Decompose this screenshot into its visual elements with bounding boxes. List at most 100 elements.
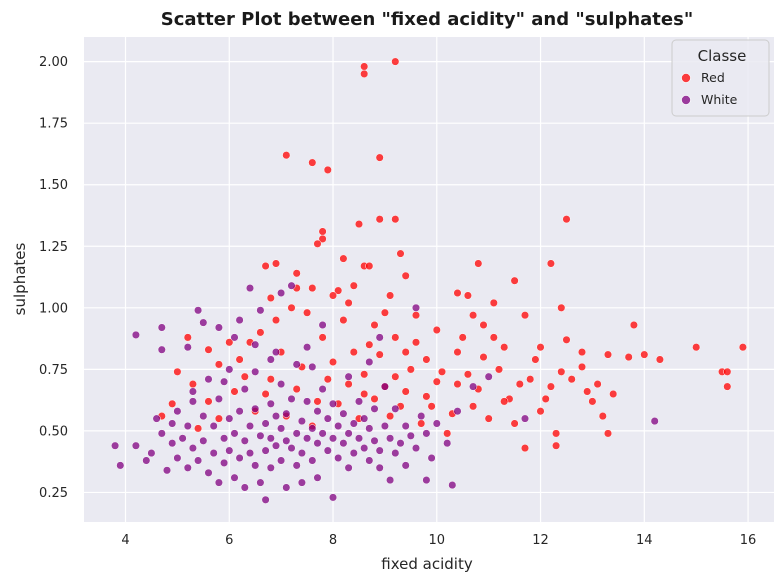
plot-area <box>84 37 774 522</box>
data-point-white <box>318 385 327 394</box>
data-point-red <box>463 291 472 300</box>
data-point-red <box>318 333 327 342</box>
data-point-white <box>204 468 213 477</box>
data-point-white <box>199 436 208 445</box>
data-point-red <box>427 402 436 411</box>
data-point-white <box>183 343 192 352</box>
data-point-white <box>303 434 312 443</box>
data-point-red <box>323 375 332 384</box>
data-point-red <box>609 389 618 399</box>
data-point-red <box>318 234 327 243</box>
data-point-white <box>162 466 172 475</box>
data-point-red <box>308 158 317 167</box>
data-point-white <box>323 414 332 423</box>
data-point-red <box>629 320 638 330</box>
data-point-red <box>360 69 369 78</box>
data-point-red <box>458 333 467 342</box>
data-point-white <box>131 330 140 339</box>
data-point-white <box>194 306 203 315</box>
data-point-white <box>256 431 265 440</box>
data-point-white <box>261 419 270 428</box>
data-point-red <box>230 387 239 396</box>
data-point-red <box>183 333 192 342</box>
data-point-red <box>411 311 421 320</box>
data-point-white <box>277 288 286 298</box>
data-point-white <box>209 449 218 458</box>
data-point-white <box>453 407 462 416</box>
data-point-red <box>401 387 410 396</box>
data-point-red <box>583 387 592 396</box>
data-point-red <box>546 259 555 268</box>
y-axis-label: sulphates <box>11 243 29 316</box>
data-point-red <box>168 399 177 408</box>
data-point-red <box>479 353 488 362</box>
data-point-red <box>313 239 322 248</box>
data-point-red <box>375 215 384 224</box>
data-point-red <box>484 414 493 423</box>
data-point-red <box>469 402 478 411</box>
data-point-red <box>313 397 322 406</box>
data-point-red <box>541 394 550 403</box>
data-point-red <box>546 382 555 391</box>
data-point-white <box>380 421 389 431</box>
data-point-white <box>328 399 338 408</box>
data-point-red <box>479 320 488 330</box>
y-tick-label: 0.25 <box>39 486 68 501</box>
data-point-white <box>287 394 296 403</box>
data-point-red <box>469 311 478 320</box>
data-point-white <box>199 318 208 327</box>
data-point-red <box>396 249 405 258</box>
data-point-red <box>494 365 504 374</box>
data-point-red <box>531 355 540 364</box>
data-point-red <box>692 343 701 352</box>
data-point-white <box>168 419 177 428</box>
data-point-white <box>277 456 286 465</box>
data-point-white <box>328 493 338 502</box>
data-point-red <box>308 284 317 293</box>
data-point-white <box>266 463 275 472</box>
data-point-red <box>723 367 732 376</box>
data-point-red <box>536 343 545 352</box>
data-point-red <box>256 328 265 337</box>
data-point-white <box>308 456 317 465</box>
data-point-red <box>411 338 421 347</box>
data-point-white <box>261 446 270 455</box>
data-point-white <box>173 407 182 416</box>
y-tick-label: 0.50 <box>39 424 68 439</box>
data-point-red <box>354 220 364 229</box>
data-point-white <box>142 456 151 465</box>
data-point-white <box>365 357 374 367</box>
data-point-red <box>261 389 270 399</box>
data-point-white <box>318 429 327 438</box>
data-point-white <box>111 441 120 450</box>
data-point-red <box>432 325 441 335</box>
data-point-white <box>271 412 281 421</box>
data-point-white <box>220 377 229 386</box>
data-point-white <box>204 375 213 384</box>
data-point-red <box>344 298 353 307</box>
data-point-white <box>235 316 244 325</box>
data-point-red <box>463 370 472 379</box>
data-point-white <box>230 429 239 438</box>
data-point-white <box>168 439 177 448</box>
data-point-white <box>266 355 275 364</box>
data-point-white <box>292 360 301 369</box>
data-point-red <box>515 380 524 389</box>
data-point-red <box>391 215 400 224</box>
data-point-red <box>235 355 244 364</box>
data-point-red <box>271 259 281 268</box>
data-point-white <box>147 449 156 458</box>
data-point-white <box>417 412 426 421</box>
data-point-white <box>178 434 187 443</box>
data-point-red <box>328 291 338 300</box>
x-tick-label: 16 <box>740 533 757 548</box>
data-point-red <box>266 375 275 384</box>
data-point-red <box>453 380 462 389</box>
data-point-white <box>303 397 312 406</box>
x-tick-labels: 4 6 8 10 12 14 16 <box>121 533 756 548</box>
data-point-white <box>370 404 379 413</box>
data-point-white <box>520 414 530 423</box>
data-point-red <box>261 261 270 271</box>
data-point-white <box>375 463 384 472</box>
